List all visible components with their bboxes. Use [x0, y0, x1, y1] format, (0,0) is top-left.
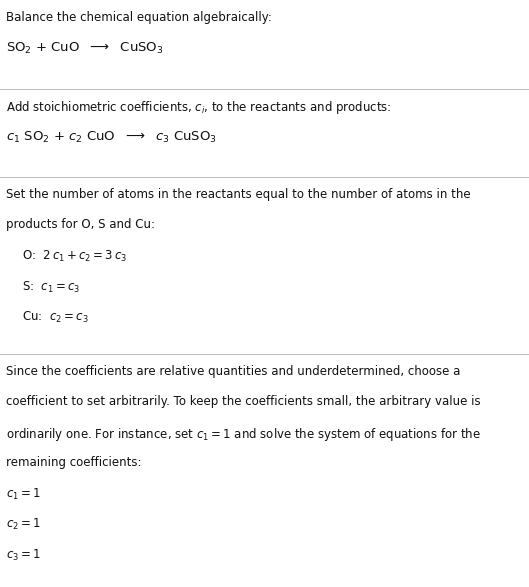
- Text: Cu:  $c_2 = c_3$: Cu: $c_2 = c_3$: [22, 310, 89, 325]
- Text: Set the number of atoms in the reactants equal to the number of atoms in the: Set the number of atoms in the reactants…: [6, 188, 471, 201]
- Text: remaining coefficients:: remaining coefficients:: [6, 456, 142, 469]
- Text: $c_1$ SO$_2$ + $c_2$ CuO  $\longrightarrow$  $c_3$ CuSO$_3$: $c_1$ SO$_2$ + $c_2$ CuO $\longrightarro…: [6, 130, 217, 145]
- Text: Since the coefficients are relative quantities and underdetermined, choose a: Since the coefficients are relative quan…: [6, 365, 461, 377]
- Text: Add stoichiometric coefficients, $c_i$, to the reactants and products:: Add stoichiometric coefficients, $c_i$, …: [6, 99, 392, 116]
- Text: $c_1 = 1$: $c_1 = 1$: [6, 487, 41, 502]
- Text: ordinarily one. For instance, set $c_1 = 1$ and solve the system of equations fo: ordinarily one. For instance, set $c_1 =…: [6, 426, 481, 443]
- Text: products for O, S and Cu:: products for O, S and Cu:: [6, 218, 156, 231]
- Text: SO$_2$ + CuO  $\longrightarrow$  CuSO$_3$: SO$_2$ + CuO $\longrightarrow$ CuSO$_3$: [6, 41, 164, 56]
- Text: S:  $c_1 = c_3$: S: $c_1 = c_3$: [22, 279, 80, 295]
- Text: $c_2 = 1$: $c_2 = 1$: [6, 517, 41, 532]
- Text: $c_3 = 1$: $c_3 = 1$: [6, 548, 41, 563]
- Text: coefficient to set arbitrarily. To keep the coefficients small, the arbitrary va: coefficient to set arbitrarily. To keep …: [6, 395, 481, 408]
- Text: Balance the chemical equation algebraically:: Balance the chemical equation algebraica…: [6, 11, 272, 23]
- Text: O:  $2\,c_1 + c_2 = 3\,c_3$: O: $2\,c_1 + c_2 = 3\,c_3$: [22, 249, 127, 264]
